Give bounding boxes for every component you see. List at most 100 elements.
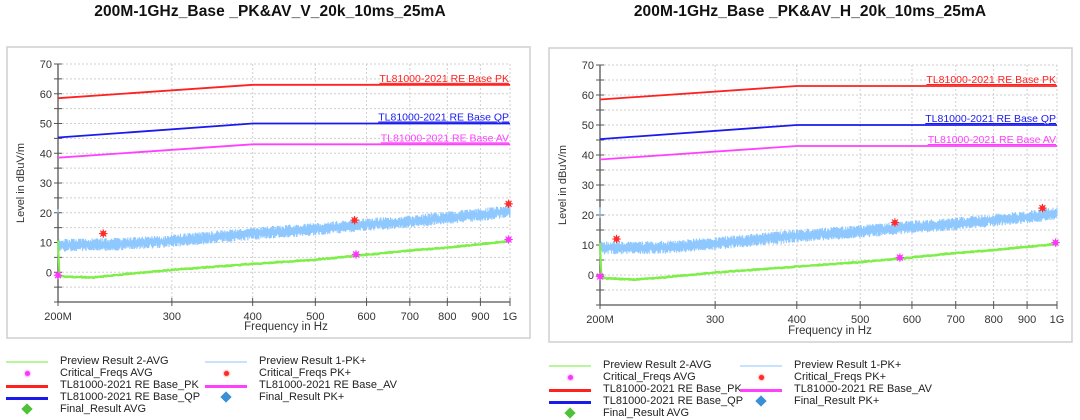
chart-panel-vertical: 200M-1GHz_Base _PK&AV_V_20k_10ms_25mA 0 1… [0, 0, 540, 418]
y-tick-label: 30 [582, 180, 594, 192]
y-tick-label: 20 [40, 208, 52, 220]
legend-label: Preview Result 2-AVG [60, 355, 169, 367]
marker-ray [351, 216, 358, 224]
marker-ray [505, 236, 512, 243]
legend-label: Critical_Freqs AVG [60, 367, 153, 379]
x-tick-label: 1G [503, 311, 518, 323]
y-tick-label: 10 [40, 238, 52, 250]
x-tick-label: 800 [984, 314, 1002, 326]
legend: Preview Result 2-AVG Critical_Freqs AVG TL… [540, 0, 1080, 420]
critical-freq-avg-marker [895, 253, 905, 262]
limit-line-label: TL81000-2021 RE Base PK [926, 74, 1056, 86]
y-tick-label: 40 [582, 150, 594, 162]
critical-freq-avg-marker [1051, 238, 1060, 247]
legend-label: Critical_Freqs PK+ [794, 371, 887, 383]
x-tick-label: 300 [706, 314, 724, 326]
y-axis-label: Level in dBuV/m [15, 143, 27, 223]
marker-ray [896, 254, 904, 261]
legend-label: Critical_Freqs AVG [603, 371, 696, 383]
x-tick-label: 400 [788, 314, 806, 326]
y-tick-label: 70 [40, 59, 52, 71]
legend-line-swatch [549, 396, 591, 408]
y-tick-label: 60 [40, 89, 52, 101]
legend-label: TL81000-2021 RE Base_PK [603, 383, 742, 395]
marker-ray [505, 200, 512, 208]
x-tick-label: 900 [471, 311, 489, 323]
limit-line-pk [57, 83, 510, 100]
critical-freq-pk-marker [1038, 203, 1047, 213]
critical-freq-pk-marker [504, 199, 513, 209]
limit-line-label: TL81000-2021 RE Base QP [378, 112, 509, 124]
legend-line-swatch [205, 380, 247, 392]
legend-diamond-icon [6, 403, 48, 416]
legend-star-icon [205, 368, 247, 380]
x-tick-label: 400 [243, 311, 261, 323]
marker-ray [1039, 204, 1046, 212]
legend-line-swatch [740, 360, 782, 372]
x-tick-label: 1G [1050, 314, 1065, 326]
critical-freq-pk-marker [612, 234, 621, 244]
marker-ray [613, 235, 620, 243]
critical-freq-pk-marker [890, 218, 900, 227]
y-tick-label: 20 [582, 210, 594, 222]
chart-title: 200M-1GHz_Base _PK&AV_V_20k_10ms_25mA [94, 3, 446, 20]
legend-label: TL81000-2021 RE Base_AV [794, 383, 932, 395]
legend-label: Final_Result PK+ [259, 391, 345, 403]
limit-line-label: TL81000-2021 RE Base QP [925, 113, 1056, 125]
series-avg-line [57, 239, 511, 279]
limit-line-qp [57, 122, 510, 139]
marker-ray [596, 273, 604, 280]
legend-diamond-icon [549, 407, 591, 420]
limit-line-av [57, 143, 510, 159]
y-tick-label: 0 [46, 267, 52, 279]
critical-freq-pk-marker [99, 229, 108, 238]
legend-label: Preview Result 1-PK+ [259, 355, 367, 367]
critical-freq-pk-marker [350, 215, 359, 225]
y-tick-label: 40 [40, 148, 52, 160]
legend-label: Final_Result PK+ [794, 395, 880, 407]
legend-star-icon [6, 368, 48, 380]
legend-line-swatch [740, 384, 782, 396]
legend: Preview Result 2-AVG Critical_Freqs AVG TL… [0, 0, 540, 418]
legend-label: TL81000-2021 RE Base_QP [60, 391, 201, 403]
critical-freq-avg-marker [351, 250, 361, 259]
chart-svg: 0 10 20 30 40 50 60 70 200M 300 400 500 600 700 800 900… [6, 46, 531, 339]
x-tick-label: 600 [903, 314, 921, 326]
x-tick-label: 200M [586, 314, 614, 326]
x-tick-label: 700 [401, 311, 419, 323]
limit-line-label: TL81000-2021 RE Base AV [381, 132, 509, 144]
legend-diamond-icon [740, 395, 782, 408]
y-tick-label: 70 [582, 60, 594, 72]
legend-label: Preview Result 1-PK+ [794, 359, 902, 371]
critical-freq-avg-marker [504, 235, 513, 244]
critical-freq-avg-marker [53, 271, 63, 280]
legend-line-swatch [205, 356, 247, 368]
series-preview-result-1-pk [599, 207, 1058, 255]
critical-freq-avg-marker [595, 272, 605, 281]
y-tick-label: 30 [40, 178, 52, 190]
x-tick-label: 900 [1018, 314, 1036, 326]
chart-title: 200M-1GHz_Base _PK&AV_H_20k_10ms_25mA [633, 3, 987, 20]
y-tick-label: 10 [582, 240, 594, 252]
legend-line-swatch [549, 384, 591, 396]
y-tick-label: 0 [588, 270, 594, 282]
marker-ray [54, 271, 62, 279]
legend-line-swatch [6, 392, 48, 404]
x-tick-label: 500 [306, 311, 324, 323]
limit-line-label: TL81000-2021 RE Base PK [379, 73, 509, 85]
limit-line-pk [599, 85, 1057, 101]
legend-label: Final_Result AVG [603, 407, 690, 419]
legend-star-icon [740, 372, 782, 384]
legend-line-swatch [6, 356, 48, 368]
x-tick-label: 200M [44, 311, 72, 323]
x-tick-label: 300 [163, 311, 181, 323]
legend-line-swatch [6, 380, 48, 392]
y-tick-label: 60 [582, 90, 594, 102]
x-tick-label: 800 [438, 311, 456, 323]
marker-ray [99, 230, 107, 237]
series-avg-line [599, 242, 1058, 282]
limit-line-av [599, 145, 1057, 161]
legend-label: Final_Result AVG [60, 403, 147, 415]
legend-label: TL81000-2021 RE Base_AV [259, 379, 397, 391]
legend-label: Critical_Freqs PK+ [259, 367, 352, 379]
